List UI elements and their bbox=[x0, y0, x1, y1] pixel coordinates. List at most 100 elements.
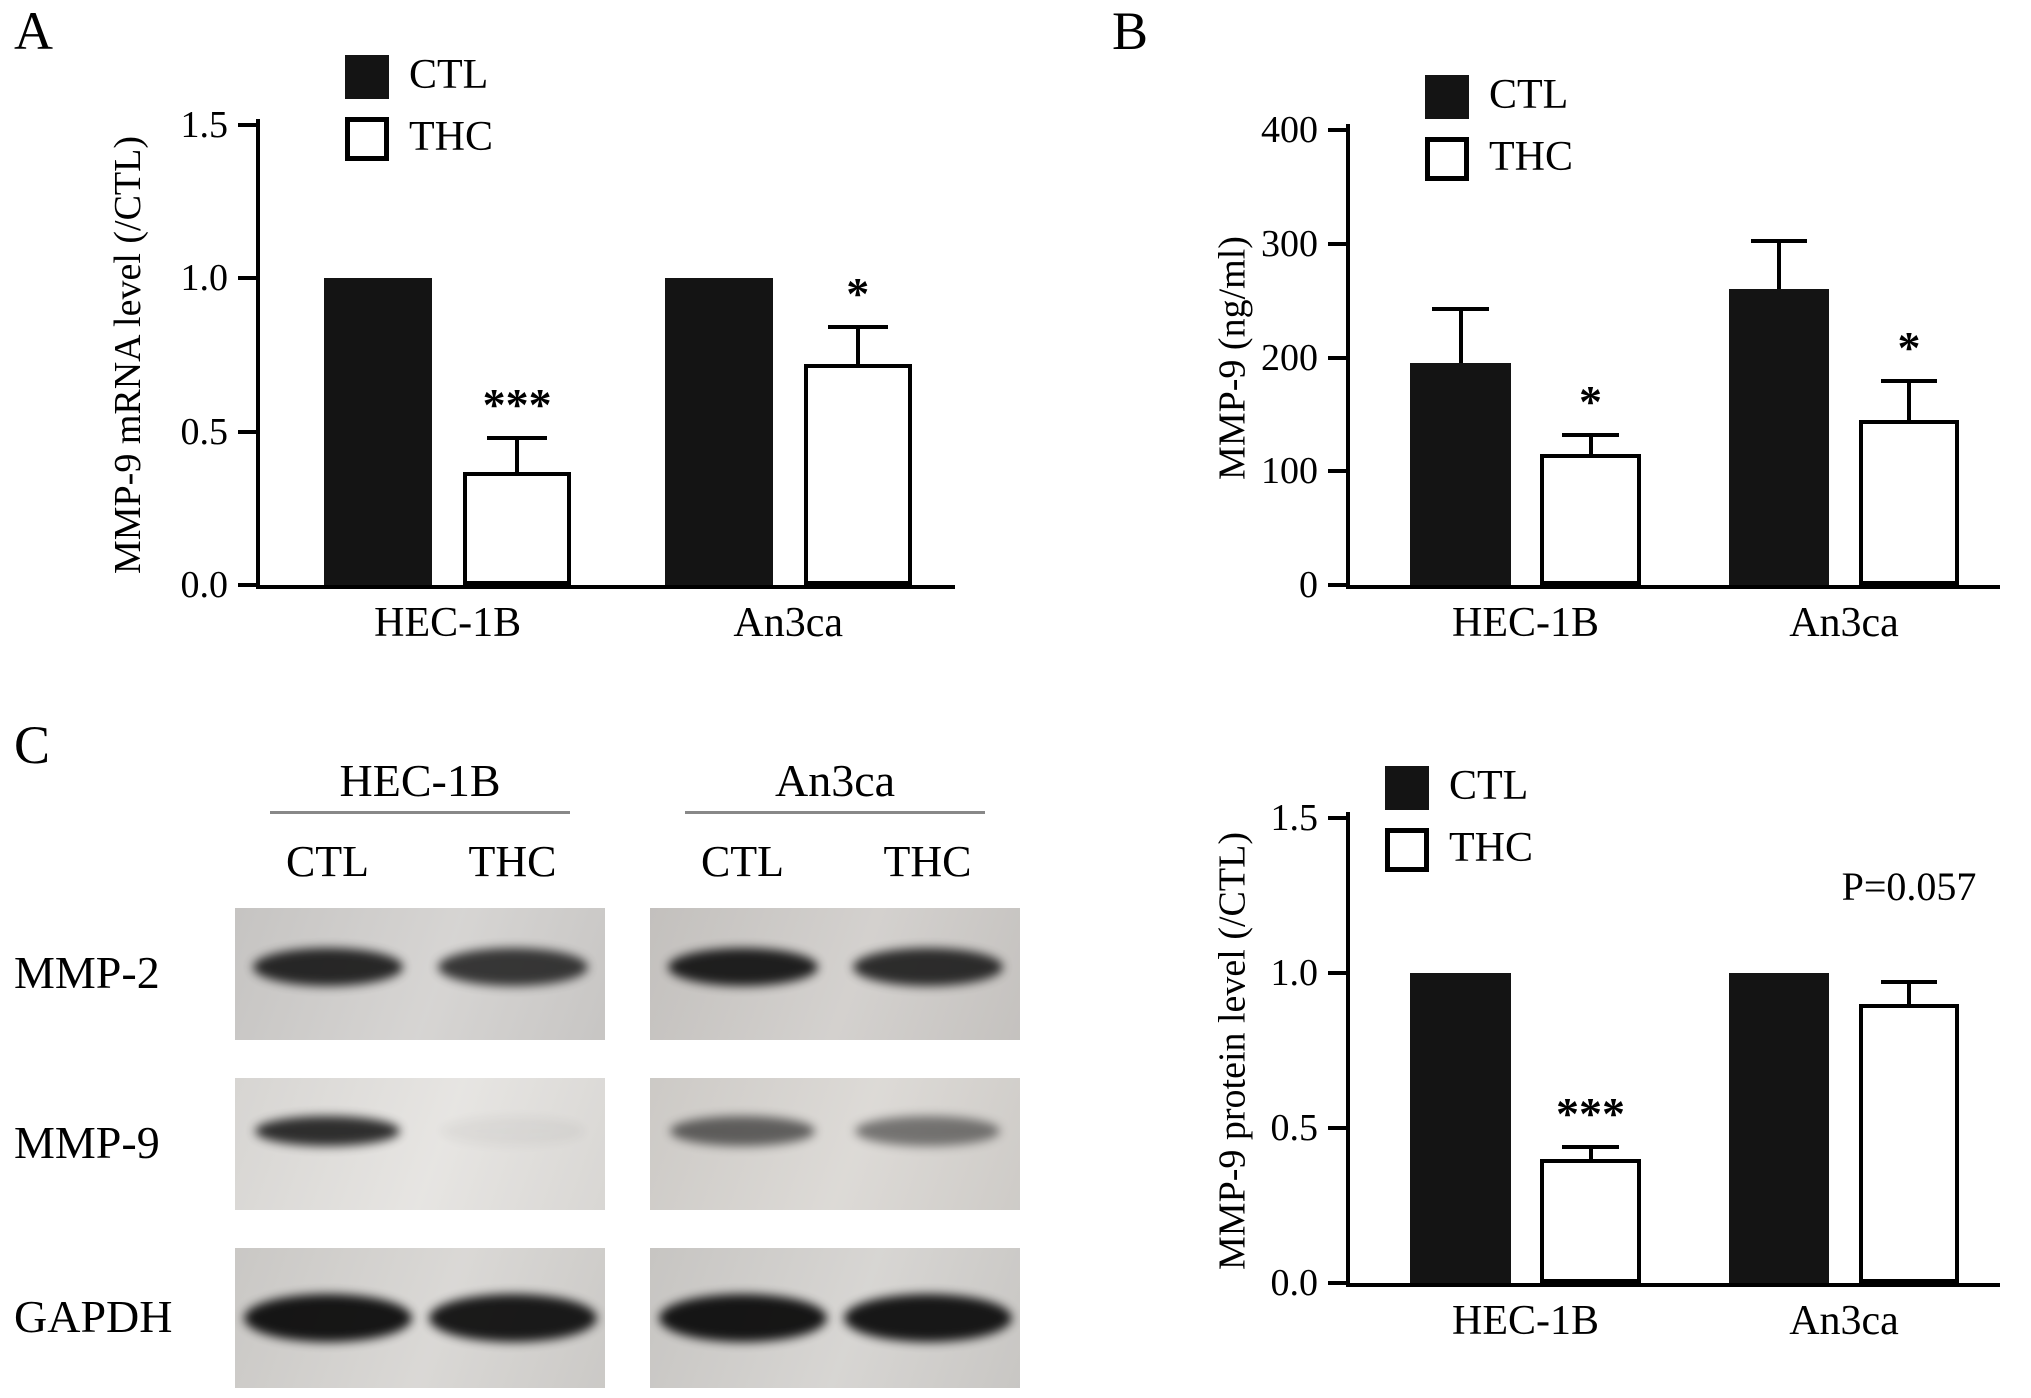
y-tick bbox=[1328, 1126, 1346, 1130]
blot-group-header-an3ca: An3ca bbox=[685, 754, 985, 814]
blot-image-mmp-9-an3ca bbox=[650, 1078, 1020, 1210]
blot-lane-label-an3ca-ctl: CTL bbox=[700, 837, 785, 886]
y-axis bbox=[256, 119, 260, 585]
significance-stars: *** bbox=[482, 378, 552, 430]
error-bar-thc-an3ca bbox=[1907, 381, 1911, 421]
significance-stars: * bbox=[846, 268, 870, 320]
bar-ctl-hec-1b bbox=[1410, 363, 1511, 585]
blot-image-mmp-2-an3ca bbox=[650, 908, 1020, 1040]
category-label-hec-1b: HEC-1B bbox=[374, 600, 522, 646]
y-tick bbox=[1328, 128, 1346, 132]
bar-thc-hec-1b bbox=[1540, 454, 1641, 585]
blot-band-mmp-2-an3ca-thc bbox=[852, 948, 1003, 987]
legend-label-thc: THC bbox=[409, 114, 493, 160]
error-bar-thc-an3ca bbox=[1907, 982, 1911, 1004]
legend-label-ctl: CTL bbox=[409, 52, 489, 98]
y-tick bbox=[238, 276, 256, 281]
chart-mmp9-elisa: 0 100 200 300 400 MMP-9 (ng/ml) HEC-1B An3ca * * C… bbox=[1120, 30, 2020, 670]
bar-thc-an3ca bbox=[803, 364, 912, 585]
category-label-an3ca: An3ca bbox=[733, 600, 843, 646]
y-tick bbox=[1328, 816, 1346, 820]
legend-swatch-thc bbox=[345, 117, 389, 161]
legend-swatch-ctl bbox=[1385, 766, 1429, 810]
y-tick-label: 300 bbox=[1261, 222, 1318, 265]
y-tick bbox=[238, 123, 256, 127]
chart-mmp9-protein: 0.0 0.5 1.0 1.5 MMP-9 protein level (/CTL) HE… bbox=[1120, 758, 2020, 1378]
error-bar-ctl-an3ca bbox=[1777, 241, 1781, 290]
y-tick-label: 1.5 bbox=[1270, 797, 1319, 839]
annotation-text: P=0.057 bbox=[1841, 864, 1977, 910]
significance-stars: * bbox=[1897, 322, 1921, 374]
blot-band-mmp-9-hec-1b-ctl bbox=[255, 1115, 400, 1146]
error-bar-cap-ctl-hec-1b bbox=[1432, 306, 1489, 311]
error-bar-cap-thc-an3ca bbox=[1880, 379, 1938, 384]
x-axis bbox=[256, 585, 955, 589]
y-tick-label: 0.0 bbox=[1270, 1262, 1319, 1304]
error-bar-cap-thc-an3ca bbox=[1880, 980, 1938, 985]
category-label-hec-1b: HEC-1B bbox=[1452, 1298, 1599, 1344]
blot-band-mmp-2-hec-1b-thc bbox=[437, 948, 588, 987]
significance-stars: * bbox=[1579, 375, 1602, 427]
bar-ctl-an3ca bbox=[664, 278, 773, 585]
y-tick-label: 0 bbox=[1299, 564, 1318, 606]
y-tick bbox=[238, 583, 256, 587]
blot-row-label-mmp-9: MMP-9 bbox=[14, 1117, 160, 1168]
error-bar-thc-hec-1b bbox=[1588, 434, 1593, 455]
blot-lane-label-hec-1b-thc: THC bbox=[468, 837, 557, 886]
bar-thc-hec-1b bbox=[1540, 1159, 1641, 1283]
legend-label-thc: THC bbox=[1449, 825, 1533, 871]
chart-mmp9-mrna: 0.0 0.5 1.0 1.5 MMP-9 mRNA level (/CTL) HEC-1… bbox=[70, 30, 1000, 670]
y-tick bbox=[1328, 469, 1346, 474]
panel-b-label: B bbox=[1112, 1, 1149, 61]
blot-image-gapdh-hec-1b bbox=[235, 1248, 605, 1388]
blot-band-gapdh-hec-1b-thc bbox=[428, 1294, 597, 1342]
western-blot-panel: HEC-1B CTL THC An3ca CTL THC MMP-2 MMP-9 GAPDH bbox=[0, 740, 1100, 1398]
y-tick-label: 100 bbox=[1261, 450, 1318, 493]
y-tick-label: 200 bbox=[1261, 336, 1318, 379]
y-tick-label: 0.5 bbox=[1270, 1107, 1319, 1149]
blot-band-gapdh-hec-1b-ctl bbox=[243, 1294, 412, 1342]
bar-ctl-an3ca bbox=[1728, 289, 1830, 585]
y-tick bbox=[1328, 241, 1346, 246]
legend-swatch-thc bbox=[1425, 137, 1469, 181]
significance-stars: *** bbox=[1556, 1087, 1625, 1139]
y-tick-label: 0.5 bbox=[180, 410, 229, 453]
blot-row-label-mmp-2: MMP-2 bbox=[14, 947, 160, 998]
y-axis bbox=[1346, 812, 1350, 1283]
blot-image-mmp-2-hec-1b bbox=[235, 908, 605, 1040]
bar-thc-an3ca bbox=[1858, 1004, 1960, 1283]
bar-thc-an3ca bbox=[1858, 420, 1960, 585]
x-axis bbox=[1346, 585, 2000, 589]
y-axis bbox=[1346, 124, 1350, 585]
legend-label-thc: THC bbox=[1489, 134, 1573, 180]
legend-swatch-ctl bbox=[1425, 75, 1469, 119]
blot-band-mmp-9-an3ca-thc bbox=[855, 1115, 1000, 1146]
y-tick bbox=[238, 429, 256, 434]
bar-ctl-an3ca bbox=[1728, 973, 1830, 1283]
blot-band-gapdh-an3ca-ctl bbox=[658, 1294, 827, 1342]
y-tick-label: 1.5 bbox=[180, 104, 229, 146]
blot-image-mmp-9-hec-1b bbox=[235, 1078, 605, 1210]
blot-band-mmp-9-hec-1b-thc bbox=[440, 1115, 585, 1146]
bar-ctl-hec-1b bbox=[324, 278, 432, 585]
blot-band-mmp-9-an3ca-ctl bbox=[670, 1115, 815, 1146]
y-axis-title: MMP-9 (ng/ml) bbox=[1211, 235, 1253, 480]
blot-band-mmp-2-an3ca-ctl bbox=[667, 948, 818, 987]
y-tick bbox=[1328, 971, 1346, 975]
y-tick bbox=[1328, 355, 1346, 360]
y-tick-label: 1.0 bbox=[1270, 952, 1319, 994]
legend-label-ctl: CTL bbox=[1449, 763, 1529, 809]
blot-group-header-hec-1b: HEC-1B bbox=[270, 754, 570, 814]
bar-thc-hec-1b bbox=[463, 471, 571, 585]
error-bar-cap-ctl-an3ca bbox=[1750, 239, 1808, 244]
blot-image-gapdh-an3ca bbox=[650, 1248, 1020, 1388]
blot-band-gapdh-an3ca-thc bbox=[843, 1294, 1012, 1342]
blot-row-label-gapdh: GAPDH bbox=[14, 1291, 173, 1342]
y-tick bbox=[1328, 583, 1346, 587]
panel-a-label: A bbox=[14, 1, 53, 61]
error-bar-thc-an3ca bbox=[855, 327, 860, 365]
error-bar-cap-thc-hec-1b bbox=[1562, 432, 1619, 437]
x-axis bbox=[1346, 1283, 2000, 1287]
y-tick bbox=[1328, 1281, 1346, 1285]
